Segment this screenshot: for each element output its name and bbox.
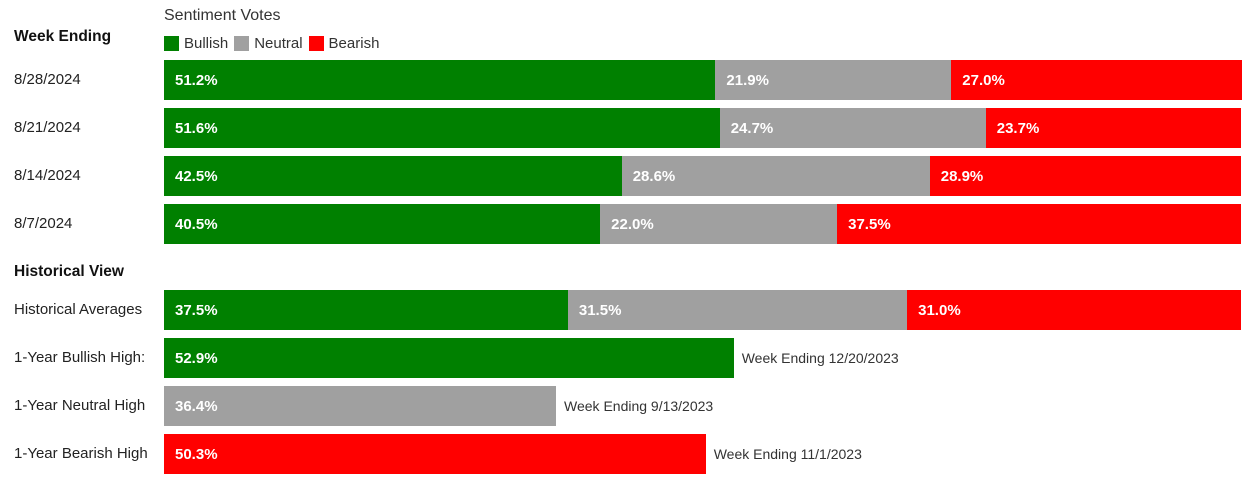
- bar-row: 52.9%: [164, 338, 1241, 378]
- bar-segment-neutral: 22.0%: [600, 204, 838, 244]
- bar-segment-neutral: 31.5%: [567, 290, 908, 330]
- data-label: 50.3%: [175, 445, 218, 463]
- bar-segment-bullish: 51.2%: [164, 60, 716, 100]
- row-label: 8/21/2024: [14, 119, 81, 136]
- bar-row: 37.5% 31.5% 31.0%: [164, 290, 1241, 330]
- data-label: 28.6%: [632, 167, 676, 185]
- bar-row: 36.4%: [164, 386, 1241, 426]
- bar-segment-neutral: 36.4%: [164, 386, 557, 426]
- row-label: 1-Year Bullish High:: [14, 349, 146, 366]
- week-ending-heading: Week Ending: [14, 28, 112, 45]
- row-label: 8/28/2024: [14, 71, 81, 88]
- bar-segment-bullish: 42.5%: [164, 156, 622, 196]
- data-label: 31.5%: [578, 301, 622, 319]
- data-label: 37.5%: [175, 301, 218, 319]
- chart-title: Sentiment Votes: [164, 7, 281, 24]
- data-label: 22.0%: [611, 215, 654, 233]
- row-label: 1-Year Neutral High: [14, 397, 146, 414]
- data-label: 40.5%: [175, 215, 218, 233]
- row-label: 1-Year Bearish High: [14, 445, 148, 462]
- data-label: 28.9%: [940, 167, 984, 185]
- row-label: 8/7/2024: [14, 215, 73, 232]
- legend-label-bullish: Bullish: [184, 35, 229, 52]
- bar-row: 51.2% 21.9% 27.0%: [164, 60, 1243, 100]
- row-label: Historical Averages: [14, 301, 143, 318]
- row-note: Week Ending 12/20/2023: [741, 350, 899, 366]
- bar-row: 42.5% 28.6% 28.9%: [164, 156, 1241, 196]
- legend-swatch-bearish: [308, 36, 324, 51]
- legend-label-neutral: Neutral: [254, 35, 303, 52]
- bar-segment-bullish: 37.5%: [164, 290, 568, 330]
- data-label: 21.9%: [726, 71, 769, 89]
- legend-item-neutral: Neutral: [234, 35, 303, 52]
- data-label: 24.7%: [730, 119, 774, 137]
- legend: Bullish Neutral Bearish: [164, 35, 385, 52]
- data-label: 31.0%: [918, 301, 961, 319]
- historical-view-heading: Historical View: [14, 263, 124, 280]
- bar-row: 40.5% 22.0% 37.5%: [164, 204, 1241, 244]
- data-label: 37.5%: [848, 215, 891, 233]
- bar-row: 51.6% 24.7% 23.7%: [164, 108, 1241, 148]
- data-label: 42.5%: [175, 167, 218, 185]
- bar-segment-neutral: 24.7%: [719, 108, 986, 148]
- data-label: 36.4%: [175, 397, 218, 415]
- bar-segment-bullish: 40.5%: [164, 204, 601, 244]
- bar-row: 50.3%: [164, 434, 1241, 474]
- legend-swatch-bullish: [164, 36, 179, 51]
- bar-segment-bearish: 37.5%: [837, 204, 1241, 244]
- bar-segment-bearish: 23.7%: [985, 108, 1241, 148]
- data-label: 52.9%: [175, 349, 218, 367]
- bar-segment-bullish: 51.6%: [164, 108, 720, 148]
- legend-label-bearish: Bearish: [328, 35, 380, 52]
- row-label: 8/14/2024: [14, 167, 81, 184]
- data-label: 27.0%: [962, 71, 1005, 89]
- data-label: 51.6%: [175, 119, 218, 137]
- bar-segment-bearish: 50.3%: [164, 434, 706, 474]
- legend-item-bearish: Bearish: [308, 35, 380, 52]
- legend-swatch-neutral: [234, 36, 250, 51]
- bar-segment-bearish: 31.0%: [907, 290, 1241, 330]
- bar-segment-bullish: 52.9%: [164, 338, 734, 378]
- row-note: Week Ending 11/1/2023: [713, 446, 862, 462]
- bar-segment-neutral: 28.6%: [621, 156, 930, 196]
- bar-segment-bearish: 28.9%: [929, 156, 1241, 196]
- bar-segment-bearish: 27.0%: [951, 60, 1243, 100]
- row-note: Week Ending 9/13/2023: [564, 398, 714, 414]
- bar-segment-neutral: 21.9%: [715, 60, 952, 100]
- data-label: 23.7%: [996, 119, 1040, 137]
- legend-item-bullish: Bullish: [164, 35, 228, 52]
- data-label: 51.2%: [175, 71, 218, 89]
